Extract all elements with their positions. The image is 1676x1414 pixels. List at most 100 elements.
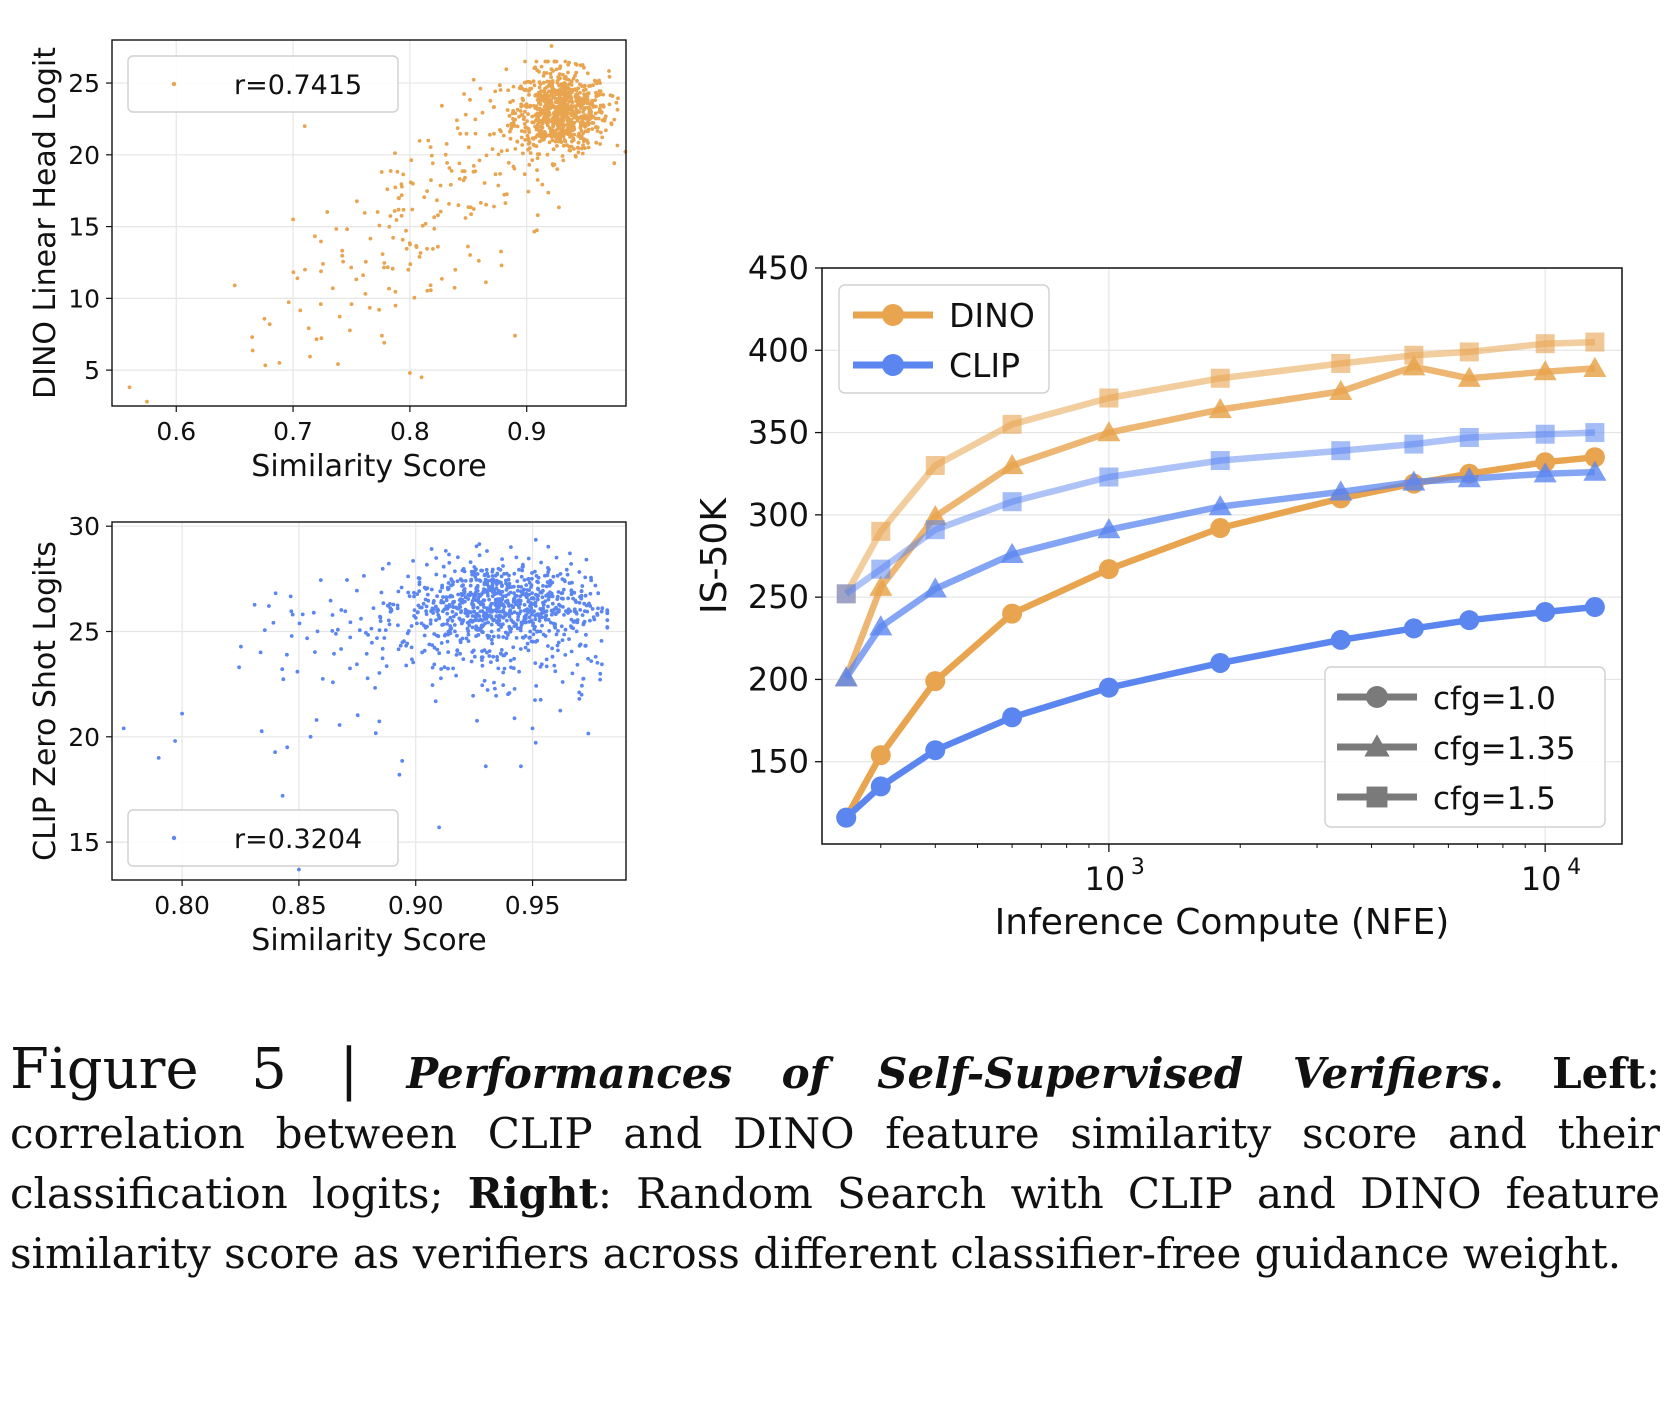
scatter-point: [590, 127, 595, 131]
scatter-point: [363, 259, 368, 264]
scatter-point: [388, 214, 393, 218]
scatter-point: [543, 599, 548, 604]
scatter-point: [410, 207, 415, 212]
scatter-point: [473, 117, 478, 122]
scatter-point: [355, 199, 359, 204]
scatter-point: [530, 576, 534, 581]
scatter-point: [471, 592, 475, 597]
scatter-point: [512, 571, 517, 576]
scatter-point: [424, 587, 428, 591]
scatter-point: [385, 265, 390, 270]
scatter-point: [527, 162, 532, 167]
scatter-point: [532, 596, 536, 601]
scatter-point: [395, 606, 400, 611]
scatter-point: [556, 590, 561, 594]
series-point: [925, 520, 945, 540]
scatter-point: [559, 591, 564, 596]
scatter-point: [477, 614, 482, 618]
scatter-point: [461, 583, 465, 588]
scatter-point: [548, 590, 552, 595]
scatter-point: [455, 633, 459, 638]
scatter-point: [237, 665, 242, 670]
scatter-point: [485, 549, 489, 553]
legend-label: cfg=1.5: [1433, 781, 1556, 817]
legend-marker: [171, 81, 177, 87]
scatter-point: [348, 666, 352, 671]
scatter-point: [574, 610, 578, 615]
scatter-point: [505, 123, 510, 128]
scatter-point: [454, 612, 458, 617]
series-point: [1584, 447, 1605, 468]
scatter-point: [533, 600, 538, 605]
scatter-point: [448, 631, 453, 636]
series-point: [1097, 518, 1121, 539]
series-point: [834, 666, 858, 687]
scatter-point: [557, 96, 562, 100]
scatter-point: [531, 632, 536, 637]
legend-label: DINO: [949, 296, 1035, 335]
scatter-point: [535, 168, 539, 173]
scatter-point: [362, 574, 366, 578]
clip-scatter-chart: 0.80 0.85 0.90 0.95 15 20 25 30 Similarity Score…: [28, 512, 627, 958]
scatter-point: [364, 651, 369, 656]
scatter-point: [477, 592, 481, 597]
series-point: [925, 671, 946, 692]
x-axis-label: Similarity Score: [251, 923, 486, 958]
scatter-point: [550, 85, 554, 90]
scatter-point: [471, 164, 476, 168]
scatter-point: [502, 653, 507, 658]
scatter-point: [396, 196, 401, 200]
scatter-point: [592, 617, 597, 622]
scatter-point: [553, 129, 557, 134]
scatter-point: [398, 643, 403, 648]
series-point: [836, 807, 857, 828]
scatter-point: [520, 143, 525, 147]
scatter-point: [572, 590, 577, 595]
scatter-point: [458, 640, 463, 645]
scatter-point: [582, 601, 587, 606]
scatter-point: [556, 139, 561, 144]
scatter-point: [393, 151, 397, 156]
scatter-point: [517, 669, 521, 674]
series-point: [1585, 332, 1605, 352]
scatter-point: [604, 128, 608, 133]
scatter-point: [250, 348, 255, 353]
scatter-point: [291, 217, 295, 222]
scatter-point: [574, 600, 578, 604]
scatter-point: [340, 248, 345, 253]
scatter-point: [526, 79, 530, 84]
scatter-point: [535, 228, 539, 233]
scatter-point: [250, 335, 255, 339]
scatter-point: [407, 241, 412, 246]
scatter-point: [549, 67, 554, 72]
scatter-point: [320, 677, 325, 681]
scatter-point: [499, 129, 503, 134]
scatter-point: [541, 136, 545, 141]
scatter-point: [258, 650, 263, 655]
scatter-point: [451, 666, 455, 671]
scatter-point: [380, 333, 384, 338]
scatter-point: [508, 136, 513, 141]
scatter-point: [495, 655, 499, 659]
scatter-point: [281, 677, 286, 682]
scatter-point: [441, 595, 445, 599]
verifier-legend: DINO CLIP: [838, 284, 1050, 394]
scatter-point: [494, 586, 499, 590]
scatter-point: [607, 102, 612, 107]
scatter-point: [524, 595, 529, 600]
y-tick-label: 150: [748, 743, 809, 781]
scatter-point: [522, 603, 527, 607]
scatter-point: [558, 99, 562, 104]
scatter-point: [519, 589, 523, 594]
series-clip-cfg-1.5: [836, 423, 1605, 604]
scatter-point: [511, 620, 516, 625]
scatter-point: [482, 648, 487, 653]
scatter-point: [511, 164, 516, 169]
scatter-point: [411, 559, 415, 563]
scatter-point: [563, 627, 568, 632]
scatter-point: [481, 630, 485, 635]
scatter-point: [472, 618, 476, 623]
scatter-point: [605, 608, 610, 613]
scatter-point: [538, 629, 543, 634]
scatter-point: [539, 662, 544, 667]
